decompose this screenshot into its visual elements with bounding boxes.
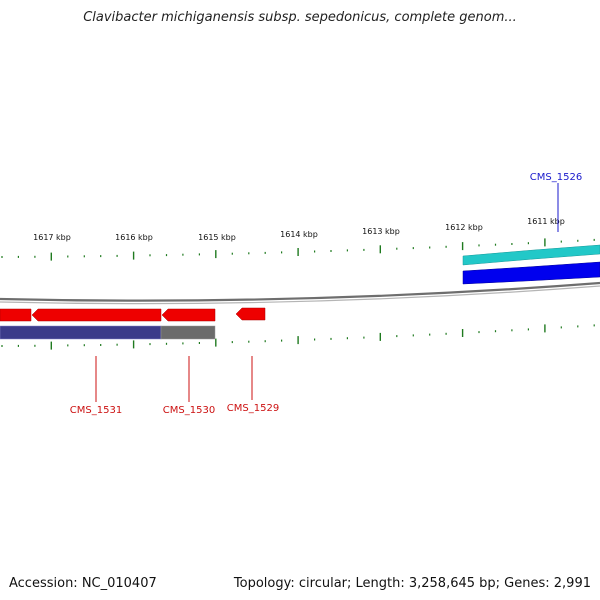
scale-label: 1616 kbp [115, 233, 153, 242]
scale-label: 1614 kbp [280, 230, 318, 239]
reverse-cds-arrow[interactable] [161, 308, 216, 322]
gene-label[interactable]: CMS_1531 [70, 405, 122, 416]
gene-label[interactable]: CMS_1529 [227, 403, 279, 414]
genome-summary: Topology: circular; Length: 3,258,645 bp… [233, 576, 591, 591]
outer-tick-row [1, 238, 595, 261]
scale-label: 1611 kbp [527, 217, 565, 226]
genome-backbone [0, 281, 600, 302]
genome-title: Clavibacter michiganensis subsp. sepedon… [83, 10, 517, 25]
inner-tick-row [1, 324, 595, 350]
reverse-cds-arrow[interactable] [31, 308, 162, 322]
reverse-feature-track[interactable] [0, 325, 162, 340]
reverse-cds-arrow[interactable] [0, 308, 32, 322]
accession-label: Accession: NC_010407 [9, 576, 157, 591]
reverse-feature-track[interactable] [160, 325, 216, 340]
gene-label[interactable]: CMS_1526 [530, 172, 582, 183]
reverse-cds-arrow[interactable] [235, 307, 266, 321]
scale-label: 1612 kbp [445, 223, 483, 232]
scale-label: 1613 kbp [362, 227, 400, 236]
genome-backbone-highlight [0, 285, 600, 305]
forward-cds-track[interactable] [462, 261, 600, 285]
scale-label: 1615 kbp [198, 233, 236, 242]
forward-feature-track[interactable] [462, 244, 600, 266]
scale-label: 1617 kbp [33, 233, 71, 242]
gene-label[interactable]: CMS_1530 [163, 405, 215, 416]
